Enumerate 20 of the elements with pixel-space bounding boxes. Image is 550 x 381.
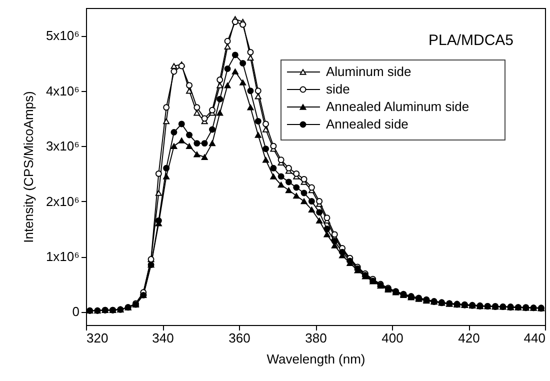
legend-label: side [326,82,350,96]
x-tick-label: 340 [152,330,174,346]
x-tick-label: 400 [382,330,404,346]
y-tick-label: 4x10⁶ [46,83,80,98]
x-tick-label: 380 [305,330,327,346]
legend-label: Aluminum side [326,64,412,79]
annotation: PLA/MDCA5 [428,32,514,49]
y-tick-label: 2x10⁶ [46,194,80,209]
x-tick-label: 320 [86,330,108,346]
x-tick-label: 360 [228,330,250,346]
x-axis-title: Wavelength (nm) [266,352,366,366]
y-tick-label: 5x10⁶ [46,28,80,44]
legend-label: Annealed side [326,116,408,132]
x-tick-label: 440 [524,330,546,346]
y-tick-label: 0 [72,304,80,320]
y-axis-title: Intensity (CPS/MicoAmps) [20,91,36,243]
y-tick-label: 1x10⁶ [46,249,80,264]
legend-label: Annealed Aluminum side [326,99,470,114]
x-tick-label: 420 [458,330,480,346]
y-tick-label: 3x10⁶ [46,138,80,154]
